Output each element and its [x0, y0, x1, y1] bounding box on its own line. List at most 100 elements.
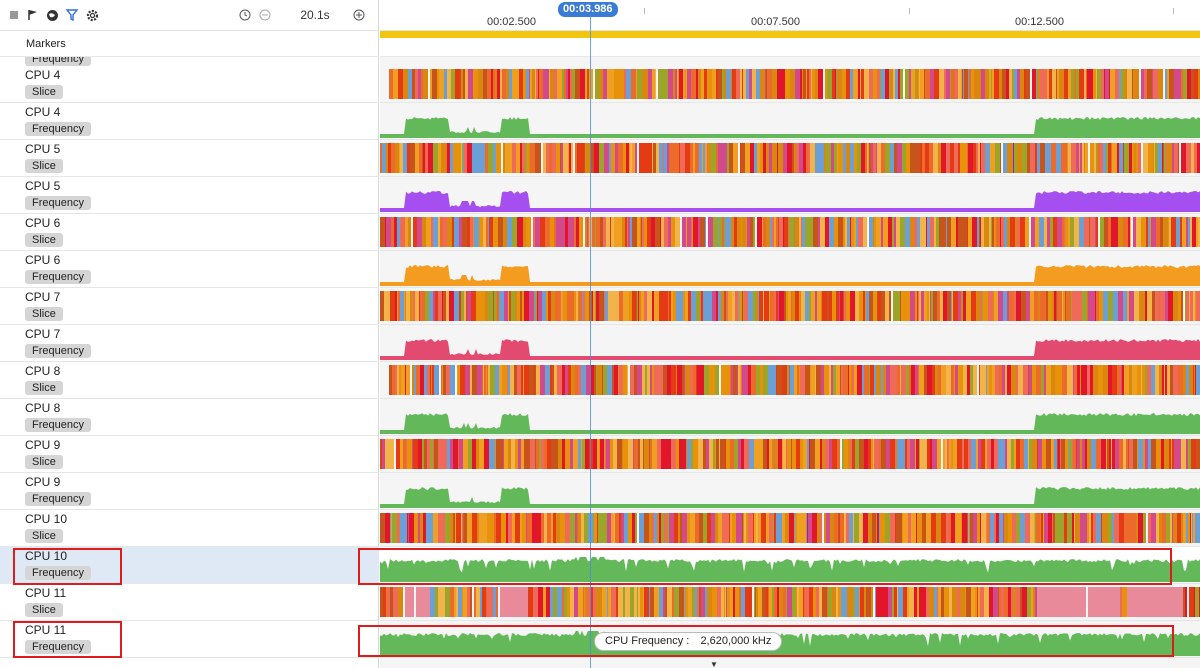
- slice-segment: [570, 513, 575, 543]
- track-label-row[interactable]: CPU 8 Slice: [0, 362, 379, 399]
- slice-segment: [462, 143, 463, 173]
- slice-segment: [611, 513, 614, 543]
- slice-lane[interactable]: [380, 214, 1200, 251]
- slice-segment: [613, 439, 617, 469]
- track-label-row[interactable]: CPU 7 Slice: [0, 288, 379, 325]
- gear-icon[interactable]: [85, 8, 99, 22]
- filter-icon[interactable]: [65, 8, 79, 22]
- slice-segment: [799, 291, 800, 321]
- slice-segment: [678, 69, 679, 99]
- slice-segment: [1163, 143, 1164, 173]
- slice-segment: [1030, 513, 1034, 543]
- track-label-row[interactable]: CPU 8 Frequency: [0, 399, 379, 436]
- slice-segment: [650, 365, 652, 395]
- track-label-row[interactable]: CPU 6 Frequency: [0, 251, 379, 288]
- slice-segment: [535, 217, 540, 247]
- slice-segment: [896, 439, 897, 469]
- slice-lane[interactable]: [380, 584, 1200, 621]
- slice-segment: [688, 587, 692, 617]
- zoom-out-icon[interactable]: [258, 8, 272, 22]
- slice-segment: [680, 439, 684, 469]
- timeline-panel[interactable]: 00:02.500 00:07.500 00:12.500 00:03.986: [380, 0, 1200, 668]
- frequency-lane[interactable]: [380, 103, 1200, 140]
- frequency-lane[interactable]: [380, 473, 1200, 510]
- slice-lane[interactable]: [380, 436, 1200, 473]
- slice-segment: [746, 69, 749, 99]
- track-label-row[interactable]: CPU 7 Frequency: [0, 325, 379, 362]
- slice-lane[interactable]: [380, 66, 1200, 103]
- slice-segment: [778, 217, 779, 247]
- track-label-row[interactable]: CPU 5 Frequency: [0, 177, 379, 214]
- marker-bar[interactable]: [380, 31, 1200, 38]
- slice-segment: [1068, 69, 1071, 99]
- frequency-lane[interactable]: [380, 251, 1200, 288]
- slice-segment: [1118, 291, 1123, 321]
- track-label-row[interactable]: CPU 4 Slice: [0, 66, 379, 103]
- slice-segment: [979, 217, 980, 247]
- globe-icon[interactable]: [45, 8, 59, 22]
- slice-segment: [873, 143, 876, 173]
- slice-segment: [1032, 439, 1037, 469]
- slice-segment: [444, 69, 447, 99]
- highlight-box-cpu11-lane: [358, 625, 1174, 657]
- slice-segment: [574, 291, 576, 321]
- slice-segment: [894, 143, 897, 173]
- track-label-row[interactable]: CPU 9 Frequency: [0, 473, 379, 510]
- track-label-row[interactable]: CPU 4 Frequency: [0, 103, 379, 140]
- slice-segment: [511, 291, 515, 321]
- track-name: CPU 4: [25, 68, 61, 82]
- slice-segment: [1185, 217, 1186, 247]
- slice-segment: [796, 143, 799, 173]
- slice-segment: [1136, 513, 1138, 543]
- slice-segment: [1195, 291, 1196, 321]
- track-label-row[interactable]: CPU 11 Slice: [0, 584, 379, 621]
- slice-lane[interactable]: [380, 362, 1200, 399]
- slice-lane[interactable]: [380, 140, 1200, 177]
- track-label-row[interactable]: CPU 11 Frequency: [0, 621, 379, 658]
- frequency-lane[interactable]: [380, 177, 1200, 214]
- clock-icon[interactable]: [238, 8, 252, 22]
- slice-segment: [990, 143, 995, 173]
- flag-icon[interactable]: [26, 8, 40, 22]
- slice-segment: [859, 513, 863, 543]
- track-label-row[interactable]: CPU 5 Slice: [0, 140, 379, 177]
- frequency-lane[interactable]: [380, 399, 1200, 436]
- slice-lane[interactable]: [380, 510, 1200, 547]
- slice-segment: [803, 439, 807, 469]
- slice-segment: [530, 69, 532, 99]
- slice-segment: [1128, 439, 1129, 469]
- slice-lane[interactable]: [380, 288, 1200, 325]
- frequency-lane[interactable]: [380, 325, 1200, 362]
- track-label-row[interactable]: CPU 9 Slice: [0, 436, 379, 473]
- slice-segment: [1146, 217, 1148, 247]
- frequency-lane[interactable]: [380, 547, 1200, 584]
- scroll-down-icon[interactable]: ▼: [710, 660, 718, 668]
- stop-icon[interactable]: [7, 8, 21, 22]
- markers-row[interactable]: Markers: [0, 31, 379, 57]
- frequency-lane[interactable]: [380, 621, 1200, 658]
- slice-segment: [606, 439, 610, 469]
- track-label-row[interactable]: CPU 10 Slice: [0, 510, 379, 547]
- slice-segment: [684, 587, 685, 617]
- slice-segment: [827, 291, 829, 321]
- slice-segment: [742, 217, 746, 247]
- time-cursor-line[interactable]: [590, 14, 591, 668]
- slice-segment: [696, 69, 698, 99]
- slice-segment: [1095, 291, 1096, 321]
- slice-segment: [1040, 587, 1042, 617]
- slice-segment: [598, 513, 602, 543]
- zoom-in-icon[interactable]: [352, 8, 366, 22]
- slice-segment: [450, 439, 453, 469]
- track-label-row[interactable]: CPU 6 Slice: [0, 214, 379, 251]
- slice-segment: [1152, 291, 1155, 321]
- slice-segment: [831, 365, 833, 395]
- time-ruler[interactable]: 00:02.500 00:07.500 00:12.500 00:03.986: [380, 0, 1200, 31]
- slice-segment: [619, 69, 624, 99]
- slice-segment: [840, 513, 844, 543]
- slice-segment: [400, 217, 405, 247]
- track-label-row[interactable]: CPU 10 Frequency: [0, 547, 379, 584]
- markers-lane[interactable]: [380, 31, 1200, 57]
- slice-segment: [463, 513, 464, 543]
- cursor-time-badge[interactable]: 00:03.986: [558, 2, 618, 17]
- slice-segment: [725, 439, 726, 469]
